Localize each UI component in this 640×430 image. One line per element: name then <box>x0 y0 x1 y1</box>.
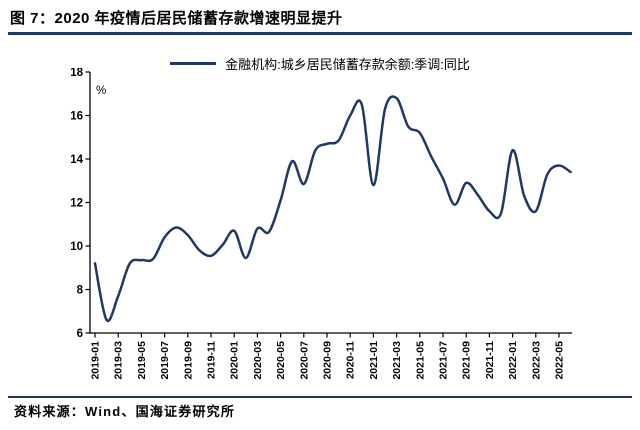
x-axis-label: 2021-01 <box>368 341 380 380</box>
figure-title: 图 7：2020 年疫情后居民储蓄存款增速明显提升 <box>10 10 343 27</box>
x-axis-label: 2021-03 <box>391 341 403 380</box>
x-axis-label: 2020-09 <box>322 341 334 380</box>
x-axis-label: 2021-11 <box>484 341 496 379</box>
x-axis-label: 2020-05 <box>275 341 287 380</box>
x-axis-label: 2022-01 <box>507 341 519 380</box>
y-axis-label: 14 <box>70 154 83 166</box>
x-axis-label: 2019-03 <box>113 341 125 380</box>
footer-divider <box>8 396 632 398</box>
x-axis-label: 2021-07 <box>438 341 450 380</box>
x-axis-label: 2020-01 <box>229 341 241 380</box>
title-divider <box>8 32 632 35</box>
x-axis-label: 2019-05 <box>136 341 148 380</box>
x-axis-label: 2022-05 <box>554 341 566 380</box>
x-axis-label: 2019-07 <box>159 341 171 380</box>
y-axis-label: 16 <box>70 111 83 123</box>
x-axis-label: 2020-11 <box>345 341 357 379</box>
x-axis-label: 2019-01 <box>90 341 102 380</box>
y-axis-label: 8 <box>77 285 84 297</box>
y-unit-label: % <box>96 85 106 97</box>
y-axis-label: 12 <box>70 198 83 210</box>
savings-growth-line-chart: 18 16 14 12 10 8 6% 2019-01 2019-03 2019-05 2019-0… <box>70 68 572 380</box>
x-axis-label: 2021-09 <box>461 341 473 380</box>
x-axis-label: 2019-09 <box>182 341 194 380</box>
series-line <box>93 95 572 323</box>
chart-legend: 金融机构:城乡居民储蓄存款余额:季调:同比 <box>0 54 640 73</box>
y-axis-label: 6 <box>77 328 83 340</box>
axes <box>89 72 572 334</box>
y-axis-label: 18 <box>70 68 83 79</box>
data-source: 资料来源：Wind、国海证券研究所 <box>14 404 236 419</box>
x-axis-label: 2020-07 <box>298 341 310 380</box>
y-axis-label: 10 <box>70 241 83 253</box>
x-axis-label: 2019-11 <box>206 341 218 379</box>
legend-line-swatch <box>170 62 217 65</box>
x-axis-label: 2022-03 <box>530 341 542 380</box>
x-axis-label: 2020-03 <box>252 341 264 380</box>
x-axis-label: 2021-05 <box>414 341 426 380</box>
legend-label: 金融机构:城乡居民储蓄存款余额:季调:同比 <box>225 57 470 72</box>
